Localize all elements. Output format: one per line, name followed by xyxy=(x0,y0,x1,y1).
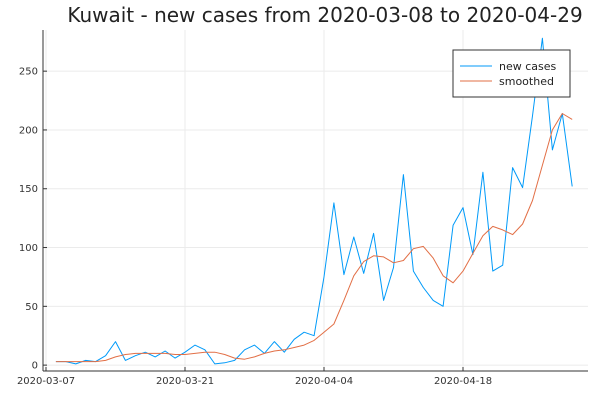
legend: new cases smoothed xyxy=(452,49,571,98)
y-tick-label-4: 200 xyxy=(19,125,38,136)
chart-title: Kuwait - new cases from 2020-03-08 to 20… xyxy=(67,3,582,27)
y-tick-label-3: 150 xyxy=(19,184,38,195)
series-layer xyxy=(55,37,573,365)
x-ticks: 2020-03-07 2020-03-21 2020-04-04 2020-04-18 xyxy=(17,367,492,387)
y-tick-label-0: 0 xyxy=(32,361,38,372)
legend-label-smoothed: smoothed xyxy=(499,75,554,88)
x-tick-label-3: 2020-04-18 xyxy=(434,376,492,387)
x-tick-label-0: 2020-03-07 xyxy=(17,376,75,387)
series-line-smoothed xyxy=(55,113,573,363)
y-tick-label-5: 250 xyxy=(19,67,38,78)
x-tick-label-1: 2020-03-21 xyxy=(156,376,214,387)
legend-label-new-cases: new cases xyxy=(499,60,557,73)
x-tick-label-2: 2020-04-04 xyxy=(295,376,353,387)
y-ticks: 0 50 100 150 200 250 xyxy=(19,67,47,372)
y-tick-label-1: 50 xyxy=(25,302,38,313)
y-tick-label-2: 100 xyxy=(19,243,38,254)
axes xyxy=(42,30,588,372)
legend-box xyxy=(452,49,571,98)
